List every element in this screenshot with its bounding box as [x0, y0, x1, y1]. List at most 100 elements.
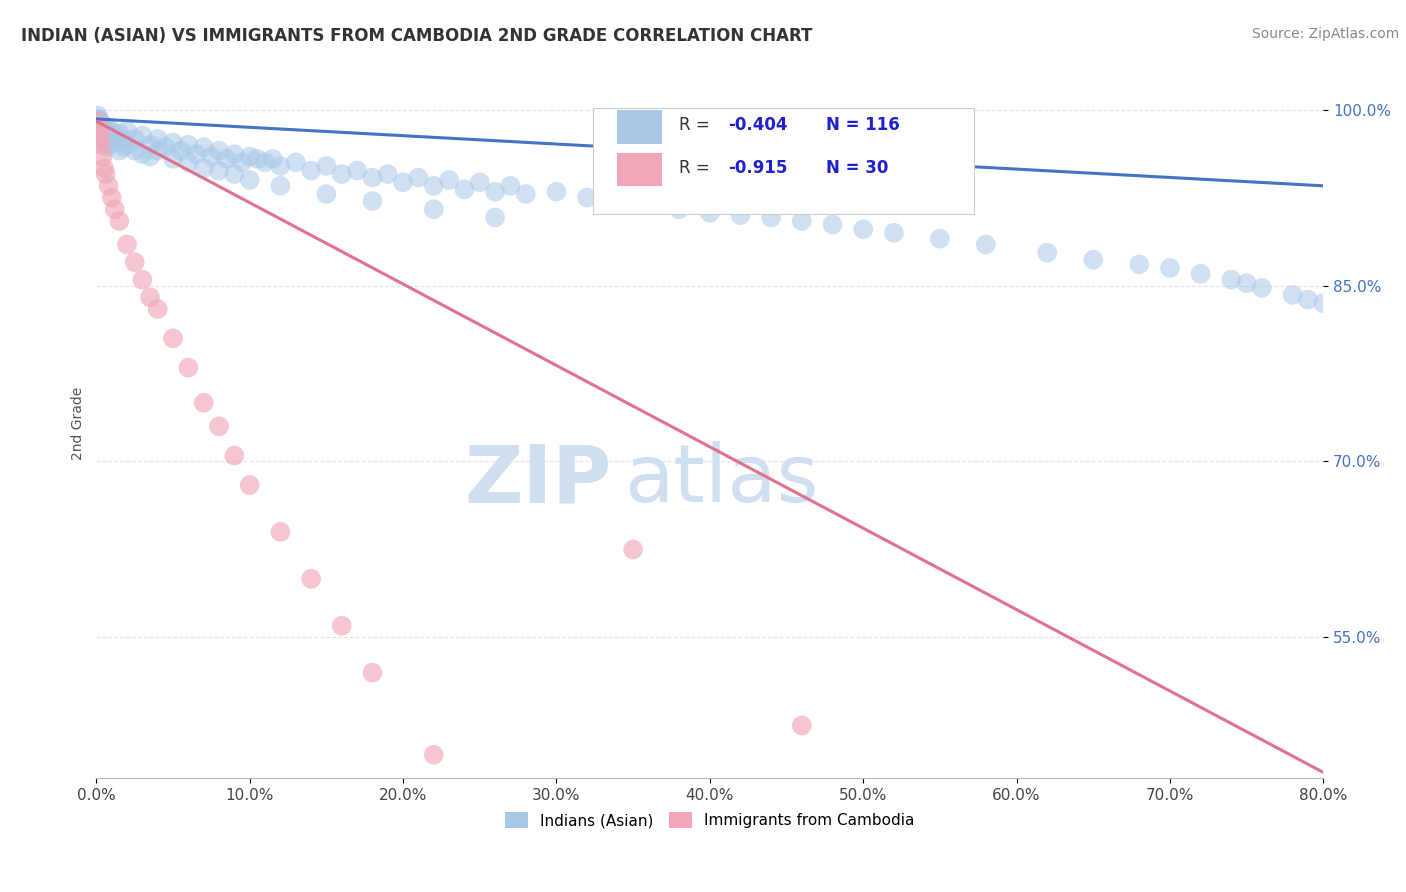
- Point: [269, 524, 291, 539]
- Text: N = 116: N = 116: [827, 116, 900, 135]
- Text: N = 30: N = 30: [827, 159, 889, 177]
- Point: [146, 301, 169, 316]
- Point: [91, 132, 114, 146]
- Point: [606, 194, 628, 208]
- Point: [224, 167, 246, 181]
- Point: [90, 120, 112, 135]
- Point: [87, 120, 110, 135]
- Point: [224, 147, 246, 161]
- Point: [162, 136, 184, 150]
- Point: [299, 163, 322, 178]
- Point: [94, 136, 117, 150]
- Point: [974, 237, 997, 252]
- Point: [423, 178, 446, 193]
- Point: [790, 214, 813, 228]
- Point: [346, 163, 368, 178]
- Point: [1036, 245, 1059, 260]
- Point: [1251, 281, 1274, 295]
- Point: [453, 182, 475, 196]
- Point: [104, 202, 127, 217]
- Point: [131, 128, 153, 143]
- Point: [90, 128, 112, 143]
- Point: [208, 144, 231, 158]
- Point: [1159, 260, 1181, 275]
- Point: [484, 211, 506, 225]
- Point: [377, 167, 399, 181]
- Point: [162, 152, 184, 166]
- Point: [315, 159, 337, 173]
- Text: R =: R =: [679, 116, 716, 135]
- Point: [423, 202, 446, 217]
- Point: [193, 140, 215, 154]
- Point: [184, 147, 207, 161]
- Point: [262, 152, 284, 166]
- Point: [115, 137, 138, 152]
- Point: [361, 170, 384, 185]
- Point: [790, 718, 813, 732]
- Point: [177, 360, 200, 375]
- FancyBboxPatch shape: [617, 153, 662, 186]
- Point: [515, 187, 537, 202]
- Point: [139, 137, 162, 152]
- Point: [330, 167, 353, 181]
- Point: [621, 542, 644, 557]
- Point: [97, 126, 120, 140]
- Point: [193, 396, 215, 410]
- Point: [1281, 288, 1303, 302]
- Point: [146, 144, 169, 158]
- Point: [361, 665, 384, 680]
- Point: [91, 132, 114, 146]
- Point: [315, 187, 337, 202]
- Point: [361, 194, 384, 208]
- Point: [112, 140, 135, 154]
- Point: [576, 190, 599, 204]
- Point: [408, 170, 430, 185]
- Point: [1083, 252, 1105, 267]
- Point: [208, 163, 231, 178]
- Point: [200, 149, 222, 163]
- Text: atlas: atlas: [624, 442, 818, 519]
- Point: [437, 173, 460, 187]
- Point: [91, 124, 114, 138]
- FancyBboxPatch shape: [593, 108, 973, 214]
- Point: [108, 214, 131, 228]
- Point: [89, 120, 111, 135]
- Point: [928, 232, 950, 246]
- Point: [90, 120, 112, 135]
- Point: [162, 331, 184, 345]
- Point: [146, 132, 169, 146]
- Point: [177, 155, 200, 169]
- Point: [87, 114, 110, 128]
- Point: [89, 117, 111, 131]
- Point: [170, 144, 193, 158]
- Point: [254, 155, 277, 169]
- Point: [89, 114, 111, 128]
- Point: [89, 117, 111, 131]
- Point: [246, 152, 269, 166]
- Point: [299, 572, 322, 586]
- Point: [89, 132, 111, 146]
- Legend: Indians (Asian), Immigrants from Cambodia: Indians (Asian), Immigrants from Cambodi…: [499, 806, 921, 834]
- Point: [546, 185, 568, 199]
- Point: [852, 222, 875, 236]
- Point: [124, 255, 146, 269]
- FancyBboxPatch shape: [617, 111, 662, 144]
- Point: [90, 128, 112, 143]
- Text: Source: ZipAtlas.com: Source: ZipAtlas.com: [1251, 27, 1399, 41]
- Point: [97, 178, 120, 193]
- Point: [93, 124, 115, 138]
- Text: -0.915: -0.915: [728, 159, 787, 177]
- Point: [89, 126, 111, 140]
- Point: [93, 128, 115, 143]
- Point: [269, 159, 291, 173]
- Point: [104, 128, 127, 143]
- Point: [821, 218, 844, 232]
- Point: [87, 117, 110, 131]
- Point: [1189, 267, 1212, 281]
- Point: [330, 618, 353, 632]
- Point: [224, 449, 246, 463]
- Point: [89, 124, 111, 138]
- Point: [1296, 293, 1319, 307]
- Point: [730, 208, 752, 222]
- Point: [100, 124, 122, 138]
